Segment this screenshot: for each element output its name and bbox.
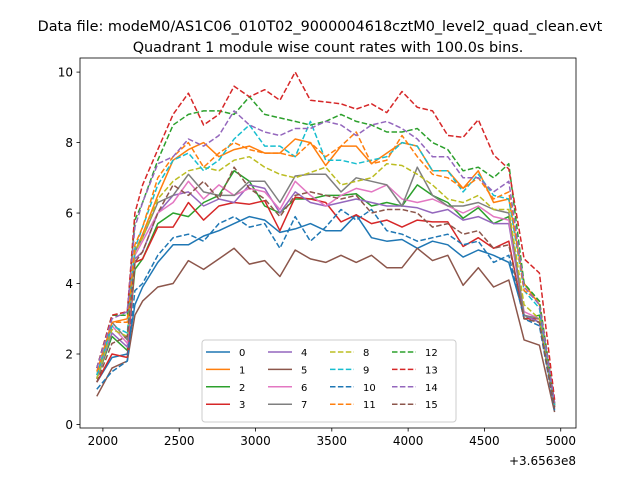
y-tick-label: 6 [65, 206, 73, 220]
legend-label: 9 [363, 365, 369, 376]
legend-label: 6 [301, 383, 307, 394]
series-line-4 [96, 184, 556, 408]
series-line-15 [96, 166, 556, 409]
legend-label: 11 [363, 400, 376, 411]
legend-box [201, 339, 457, 423]
legend-label: 5 [301, 365, 307, 376]
series-line-8 [96, 155, 556, 406]
series-line-1 [96, 138, 556, 406]
x-tick-label: 2500 [164, 434, 195, 448]
legend-label: 4 [301, 348, 307, 359]
series-line-7 [96, 166, 556, 408]
legend-label: 0 [239, 348, 245, 359]
y-tick-label: 10 [58, 65, 73, 79]
series-line-14 [96, 110, 556, 404]
chart-title: Quadrant 1 module wise count rates with … [133, 40, 524, 56]
y-tick-label: 2 [65, 347, 73, 361]
legend-label: 13 [425, 365, 438, 376]
series-line-10 [96, 208, 556, 411]
legend-label: 1 [239, 365, 245, 376]
x-tick-label: 3000 [240, 434, 271, 448]
x-tick-label: 2000 [88, 434, 119, 448]
series-line-13 [96, 71, 556, 400]
plot-frame [79, 57, 577, 429]
legend-label: 14 [425, 383, 438, 394]
series-line-12 [96, 96, 556, 404]
legend-label: 10 [363, 383, 376, 394]
legend-label: 7 [301, 400, 307, 411]
legend-label: 12 [425, 348, 438, 359]
x-tick-label: 3500 [317, 434, 348, 448]
series-layer [96, 71, 556, 413]
series-line-0 [96, 214, 556, 408]
series-line-2 [96, 170, 556, 406]
y-tick-label: 0 [65, 418, 73, 432]
y-tick-label: 4 [65, 277, 73, 291]
legend-label: 2 [239, 383, 245, 394]
legend-label: 15 [425, 400, 438, 411]
figure-suptitle: Data file: modeM0/AS1C06_010T02_90000046… [38, 19, 603, 35]
legend-label: 8 [363, 348, 369, 359]
x-tick-label: 4500 [469, 434, 500, 448]
x-offset-label: +3.6563e8 [509, 454, 576, 468]
series-line-6 [96, 180, 556, 406]
x-tick-label: 4000 [393, 434, 424, 448]
x-axis: 2000 2500 3000 3500 4000 4500 5000 [88, 428, 576, 448]
legend-label: 3 [239, 400, 245, 411]
y-tick-label: 8 [65, 136, 73, 150]
series-line-5 [96, 247, 556, 413]
y-axis: 0 2 4 6 8 10 [58, 65, 80, 432]
x-tick-label: 5000 [545, 434, 576, 448]
